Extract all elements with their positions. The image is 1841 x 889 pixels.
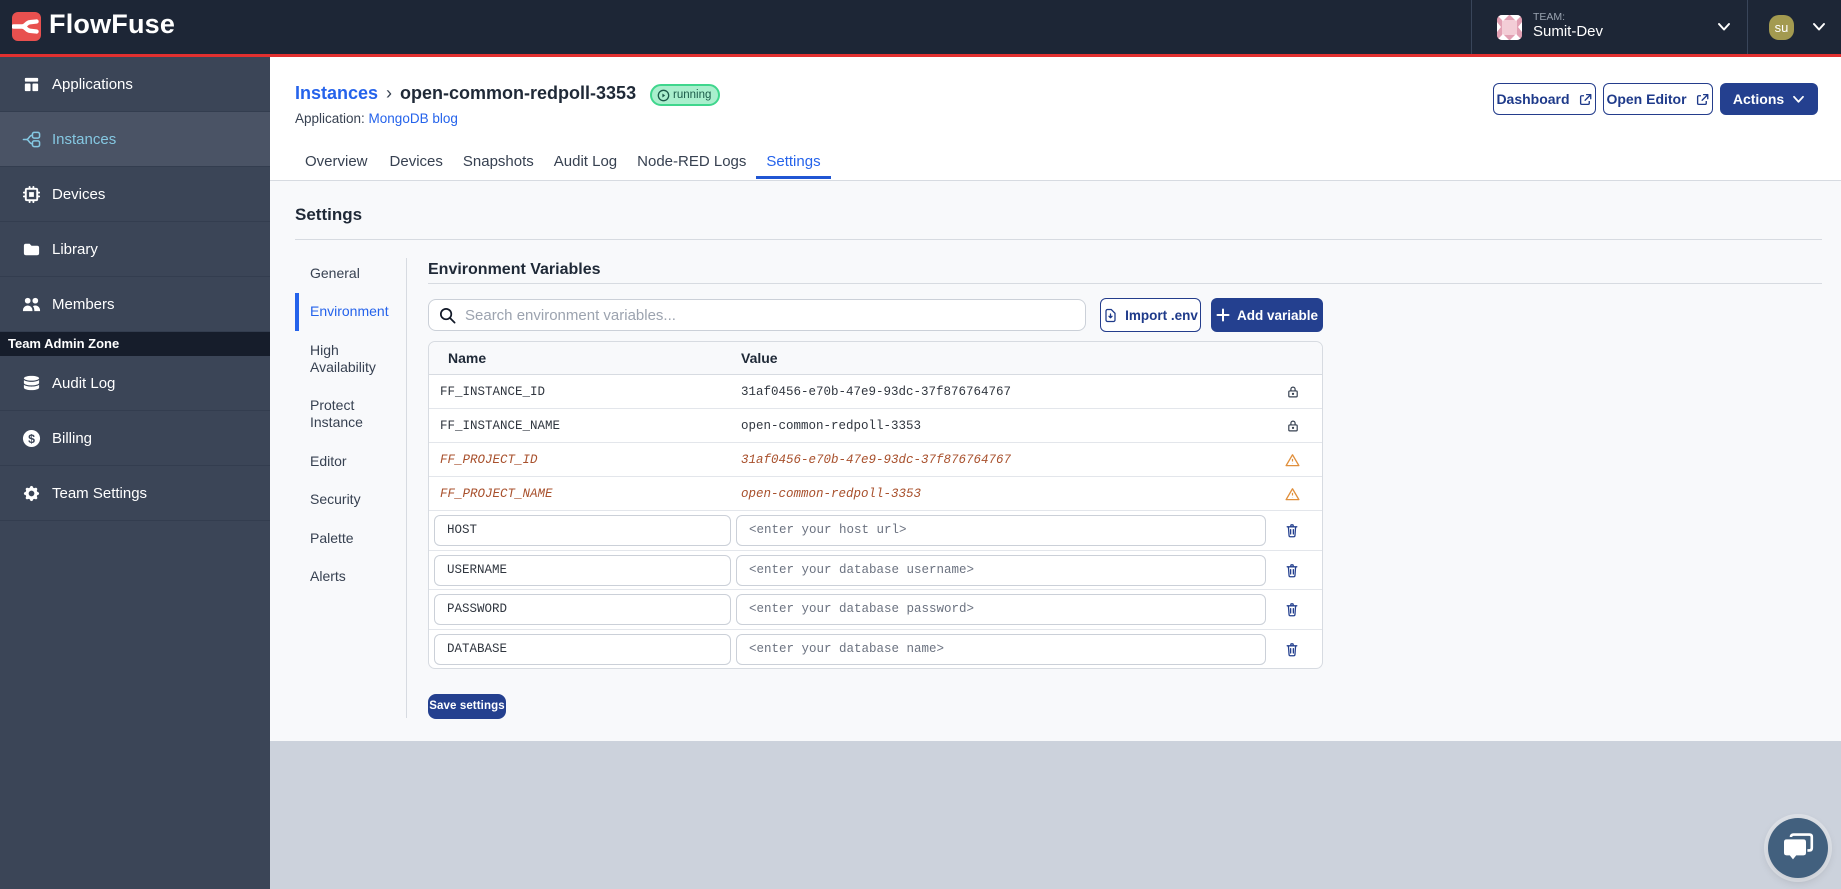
svg-text:$: $	[28, 431, 35, 445]
